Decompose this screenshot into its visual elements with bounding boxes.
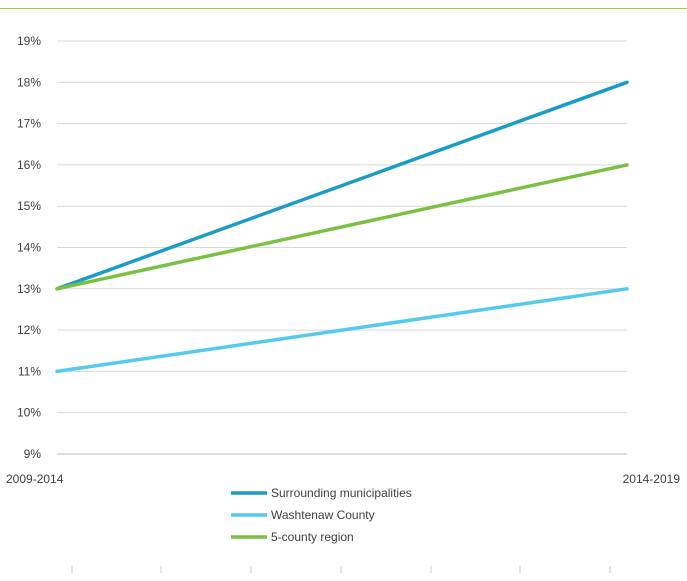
legend-label: Washtenaw County [271,508,375,522]
y-tick-label: 13% [17,282,41,296]
legend-label: Surrounding municipalities [271,486,412,500]
y-tick-label: 9% [24,447,42,461]
legend-label: 5-county region [271,530,354,544]
y-tick-label: 11% [18,364,41,378]
y-tick-label: 12% [17,323,41,337]
y-tick-label: 17% [17,117,41,131]
y-tick-label: 15% [17,199,41,213]
series-line [55,163,629,291]
y-tick-label: 10% [17,406,41,420]
series-line [55,287,629,374]
top-border-line [0,8,687,9]
y-tick-label: 14% [17,241,41,255]
y-tick-label: 19% [17,34,41,48]
series-line [55,80,629,291]
x-tick-label: 2014-2019 [623,472,681,486]
y-tick-label: 18% [17,75,41,89]
y-tick-label: 16% [17,158,41,172]
x-tick-label: 2009-2014 [6,472,64,486]
